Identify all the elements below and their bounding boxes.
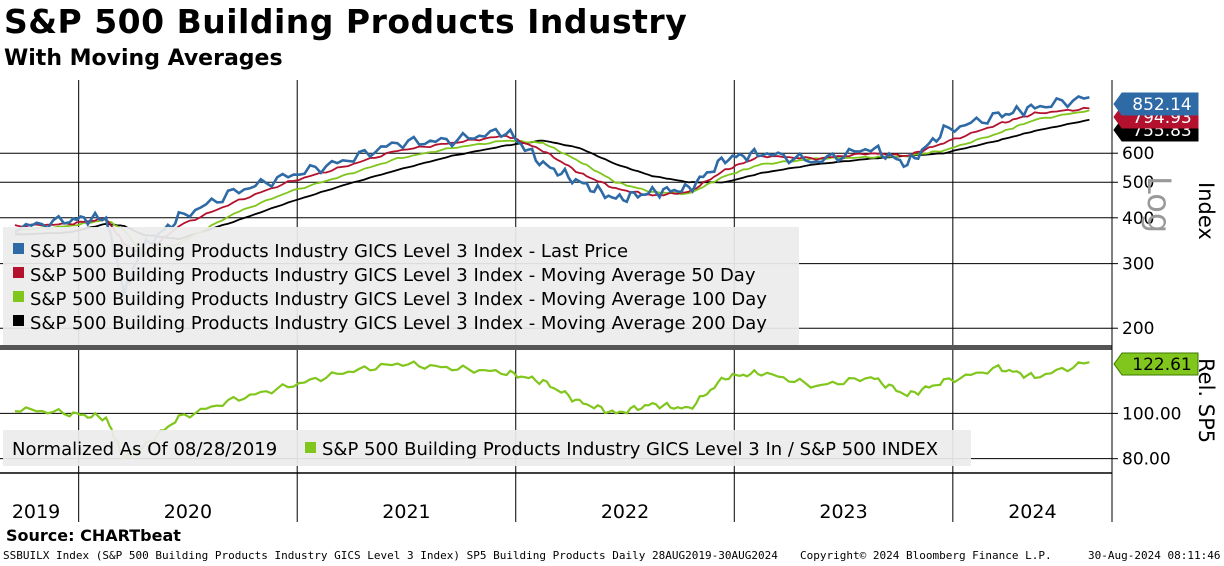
log-scale-label: Log <box>1140 176 1178 233</box>
year-tick-label: 2021 <box>382 501 430 523</box>
legend-swatch-ma50 <box>13 267 24 278</box>
last-value-tag-relative: 122.61 <box>1113 352 1199 376</box>
chart-subtitle: With Moving Averages <box>4 46 283 71</box>
relative-axis: 80.00 100.00 <box>1112 404 1181 470</box>
svg-text:852.14: 852.14 <box>1132 95 1191 115</box>
legend-swatch-relative <box>305 442 316 453</box>
relative-tick-label: 100.00 <box>1122 404 1181 424</box>
price-legend: S&P 500 Building Products Industry GICS … <box>3 227 799 345</box>
footer-copyright: Copyright© 2024 Bloomberg Finance L.P. <box>800 549 1052 562</box>
price-axis: 200 300 400 500 600 <box>1112 144 1154 339</box>
legend-swatch-ma200 <box>13 315 24 326</box>
year-tick-label: 2023 <box>819 501 867 523</box>
normalized-label: Normalized As Of 08/28/2019 <box>12 439 277 460</box>
price-tick-label: 400 <box>1122 209 1154 229</box>
year-tick-label: 2024 <box>1008 501 1056 523</box>
price-legend-box <box>3 227 799 345</box>
price-tick-label: 500 <box>1122 173 1154 193</box>
panel-divider <box>0 345 1112 350</box>
relative-legend: Normalized As Of 08/28/2019 S&P 500 Buil… <box>3 430 971 466</box>
price-tick-label: 200 <box>1122 319 1154 339</box>
relative-legend-box <box>3 430 971 466</box>
year-tick-label: 2020 <box>164 501 212 523</box>
year-tick-label: 2019 <box>12 501 60 523</box>
legend-label-ma100: S&P 500 Building Products Industry GICS … <box>30 289 767 310</box>
legend-swatch-last-price <box>13 243 24 254</box>
chart-title: S&P 500 Building Products Industry <box>4 2 688 41</box>
svg-text:122.61: 122.61 <box>1132 355 1191 375</box>
footer-description: SSBUILX Index (S&P 500 Building Products… <box>3 549 778 562</box>
price-tick-label: 600 <box>1122 144 1154 164</box>
last-value-tag-last-price: 852.14 <box>1113 92 1199 116</box>
legend-label-ma200: S&P 500 Building Products Industry GICS … <box>30 313 767 334</box>
source-note: Source: CHARTbeat <box>6 526 181 545</box>
legend-label-relative: S&P 500 Building Products Industry GICS … <box>322 439 938 460</box>
price-tick-label: 300 <box>1122 255 1154 275</box>
year-tick-label: 2022 <box>601 501 649 523</box>
legend-label-last-price: S&P 500 Building Products Industry GICS … <box>30 241 628 262</box>
footer-timestamp: 30-Aug-2024 08:11:46 <box>1088 549 1221 562</box>
legend-swatch-ma100 <box>13 291 24 302</box>
relative-tick-label: 80.00 <box>1122 450 1171 470</box>
price-axis-label: Index <box>1194 182 1218 240</box>
legend-label-ma50: S&P 500 Building Products Industry GICS … <box>30 265 756 286</box>
year-axis: 2019 2020 2021 2022 2023 2024 <box>12 501 1057 523</box>
